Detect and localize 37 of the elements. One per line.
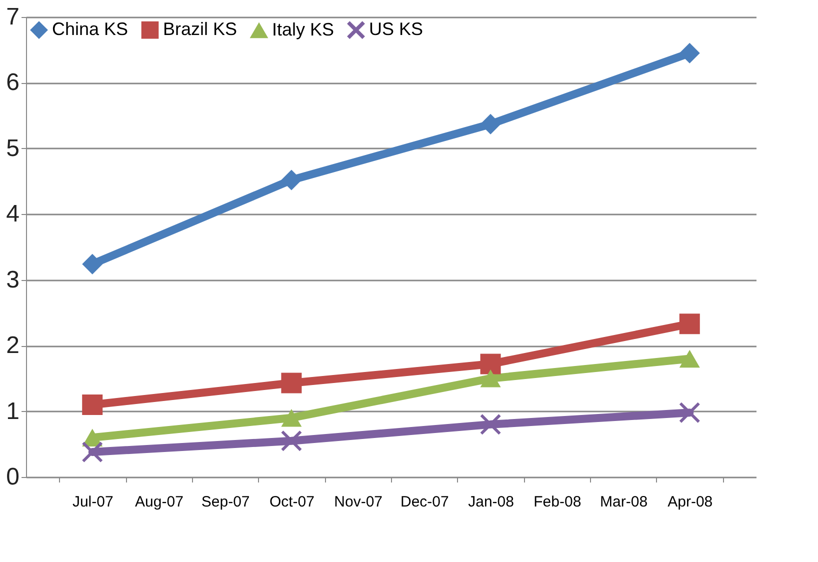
y-tick-label: 4 [6, 200, 20, 228]
x-tick-label: Dec-07 [400, 494, 449, 510]
point [82, 394, 103, 415]
y-tick-label: 1 [6, 398, 20, 425]
x-tick-label: Nov-07 [334, 494, 382, 510]
point [679, 314, 700, 334]
y-tick-label: 3 [6, 266, 20, 294]
x-tick-label: Apr-08 [668, 494, 713, 510]
point [480, 370, 501, 388]
legend-label: Italy KS [272, 20, 334, 40]
point [679, 350, 700, 368]
point [480, 354, 501, 374]
legend-label: US KS [369, 19, 424, 40]
point [679, 42, 700, 64]
x-tick-label: Jul-07 [72, 494, 114, 510]
x-tick-label: Mar-08 [600, 494, 648, 510]
y-tick-label: 0 [6, 464, 20, 490]
point [281, 408, 302, 427]
x-tick-label: Jan-08 [468, 494, 514, 510]
point [480, 114, 501, 134]
y-tick-label: 6 [6, 69, 20, 96]
x-tick-label: Aug-07 [135, 494, 184, 510]
x-tick-label: Sep-07 [201, 494, 250, 510]
point [82, 442, 103, 462]
x-tick-label: Oct-07 [269, 494, 314, 510]
point [480, 414, 501, 435]
y-tick-label: 2 [6, 332, 20, 360]
point [281, 372, 302, 394]
legend-label: China KS [52, 19, 128, 40]
point [281, 170, 302, 190]
y-tick-label: 5 [6, 134, 20, 162]
y-tick-label: 7 [6, 4, 20, 30]
x-tick-label: Feb-08 [534, 494, 582, 510]
point [82, 254, 103, 274]
point [281, 430, 302, 452]
point [679, 402, 700, 423]
legend-label: Brazil KS [163, 19, 238, 40]
